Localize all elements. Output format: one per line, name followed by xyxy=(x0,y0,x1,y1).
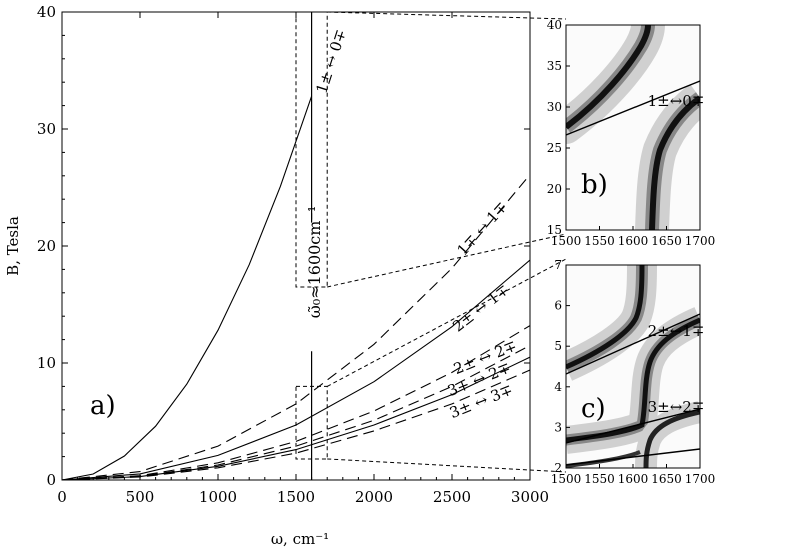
y-tick-label-3: 30 xyxy=(37,120,56,138)
panel-c-curve-label-2: 3±↔2∓ xyxy=(648,398,705,416)
zoom-box-1 xyxy=(295,385,328,460)
inset-x-tick-label-0: 1500 xyxy=(551,234,582,248)
inset-y-tick-label-0: 15 xyxy=(547,223,562,237)
y-tick-label-4: 40 xyxy=(37,3,56,21)
x-tick-label-4: 2000 xyxy=(355,488,393,506)
series-line-0 xyxy=(62,96,313,480)
inset-y-tick-label-3: 30 xyxy=(547,100,562,114)
x-tick-label-3: 1500 xyxy=(277,488,315,506)
inset-y-tick-label-4: 6 xyxy=(554,299,562,313)
crossing-line-c2 xyxy=(566,408,700,444)
x-tick-label-2: 1000 xyxy=(199,488,237,506)
x-tick-label-6: 3000 xyxy=(511,488,549,506)
inset-y-tick-label-1: 3 xyxy=(554,420,562,434)
inset-y-tick-label-3: 5 xyxy=(554,339,562,353)
curve-label-2-1: 2± ↔ 1∓ xyxy=(449,281,512,336)
panel-b-label: b) xyxy=(581,170,608,200)
panel-a: 0 500 1000 1500 2000 2500 3000 0 10 20 30 40 ω, cm⁻… xyxy=(4,3,567,548)
y-tick-label-1: 10 xyxy=(37,354,56,372)
inset-y-tick-label-2: 4 xyxy=(554,380,562,394)
inset-x-tick-label-2: 1600 xyxy=(618,472,649,486)
x-tick-label-1: 500 xyxy=(126,488,155,506)
zoom-connector-top-1 xyxy=(326,258,567,387)
inset-y-tick-label-1: 20 xyxy=(547,182,562,196)
omega0-label: ω̃₀≈1600cm⁻¹ xyxy=(305,206,324,319)
inset-x-tick-label-1: 1550 xyxy=(584,234,615,248)
inset-x-tick-label-3: 1650 xyxy=(651,234,682,248)
inset-y-tick-label-4: 35 xyxy=(547,59,562,73)
series-line-1 xyxy=(62,174,530,480)
curve-label-1-0: 1± ↔ 0∓ xyxy=(312,27,350,96)
curve-label-1-1: 1∓ ↔ 1∓ xyxy=(453,198,511,259)
inset-x-tick-label-4: 1700 xyxy=(685,472,716,486)
x-tick-label-0: 0 xyxy=(57,488,67,506)
panel-b-curve-label: 1±↔0∓ xyxy=(648,92,705,110)
x-axis-label: ω, cm⁻¹ xyxy=(271,530,329,547)
y-tick-label-0: 0 xyxy=(46,471,56,489)
inset-y-tick-label-5: 7 xyxy=(554,258,562,272)
inset-y-tick-label-0: 2 xyxy=(554,461,562,475)
x-tick-label-5: 2500 xyxy=(433,488,471,506)
crossing-line-c3 xyxy=(566,448,700,466)
panel-c: 1500 1550 1600 1650 1700 2 3 4 5 6 7 c) 2±↔1∓ 3±↔2… xyxy=(551,258,716,486)
inset-x-tick-label-1: 1550 xyxy=(584,472,615,486)
zoom-connector-bottom-1 xyxy=(327,458,567,473)
zoom-connector-bottom-0 xyxy=(327,233,567,288)
inset-y-tick-label-2: 25 xyxy=(547,141,562,155)
y-tick-label-2: 20 xyxy=(37,237,56,255)
heatmap-b xyxy=(566,25,700,230)
inset-y-tick-label-5: 40 xyxy=(547,18,562,32)
inset-x-tick-label-0: 1500 xyxy=(551,472,582,486)
crossing-line-b xyxy=(566,80,700,136)
crossing-line-c1 xyxy=(566,313,700,375)
inset-x-tick-label-2: 1600 xyxy=(618,234,649,248)
panel-a-label: a) xyxy=(90,391,116,421)
zoom-connector-top-0 xyxy=(327,11,567,20)
inset-x-tick-label-3: 1650 xyxy=(651,472,682,486)
inset-x-tick-label-4: 1700 xyxy=(685,234,716,248)
y-axis-label: B, Tesla xyxy=(4,216,22,276)
panel-b: 1500 1550 1600 1650 1700 15 20 25 30 35 40 b) 1±↔0… xyxy=(547,18,716,248)
panel-c-label: c) xyxy=(581,394,606,424)
heatmap-c xyxy=(566,265,700,468)
zoom-box-0 xyxy=(295,11,328,288)
panel-c-curve-label-1: 2±↔1∓ xyxy=(648,322,705,340)
